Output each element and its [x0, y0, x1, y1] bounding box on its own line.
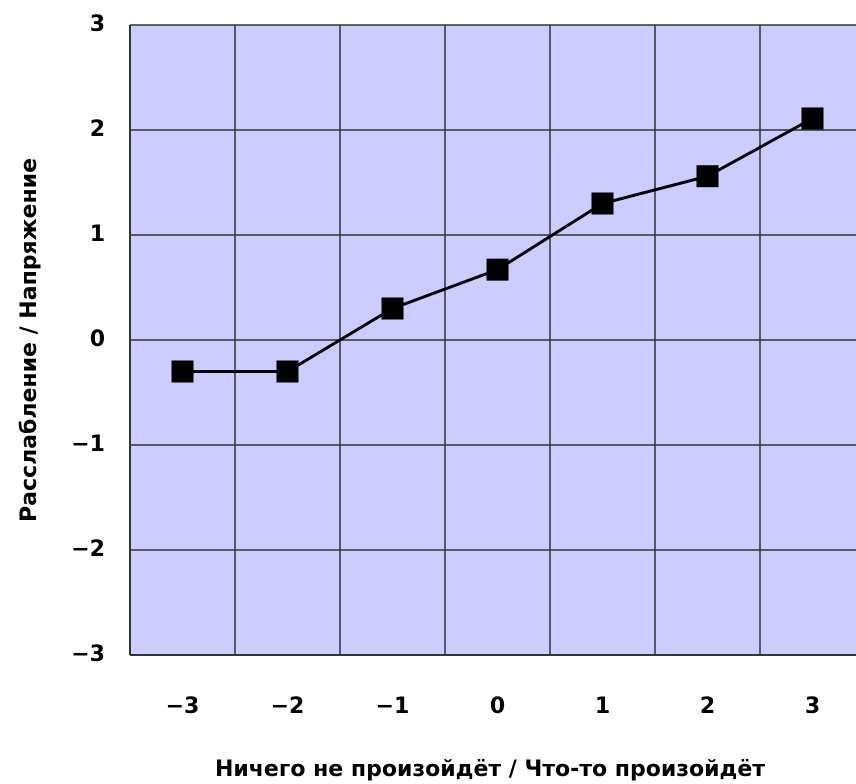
y-tick-label: 1 [90, 222, 105, 247]
data-point [801, 107, 824, 130]
y-tick-label: −3 [71, 642, 105, 667]
data-point [591, 192, 614, 215]
data-point [276, 360, 299, 383]
y-tick-label: 0 [90, 327, 105, 352]
data-point [171, 360, 194, 383]
y-axis-label: Расслабление / Напряжение [17, 158, 42, 522]
data-point [381, 297, 404, 320]
y-tick-label: −2 [71, 537, 105, 562]
data-point [696, 165, 719, 188]
y-tick-label: 3 [90, 12, 105, 37]
y-tick-label: −1 [71, 432, 105, 457]
x-tick-label: 3 [805, 694, 820, 719]
x-tick-label: −3 [166, 694, 200, 719]
x-tick-label: −1 [376, 694, 410, 719]
x-tick-label: 2 [700, 694, 715, 719]
x-axis-label: Ничего не произойдёт / Что-то произойдёт [215, 757, 765, 782]
data-point [486, 258, 509, 281]
x-tick-label: 1 [595, 694, 610, 719]
y-tick-label: 2 [90, 117, 105, 142]
x-tick-label: −2 [271, 694, 305, 719]
x-tick-label: 0 [490, 694, 505, 719]
